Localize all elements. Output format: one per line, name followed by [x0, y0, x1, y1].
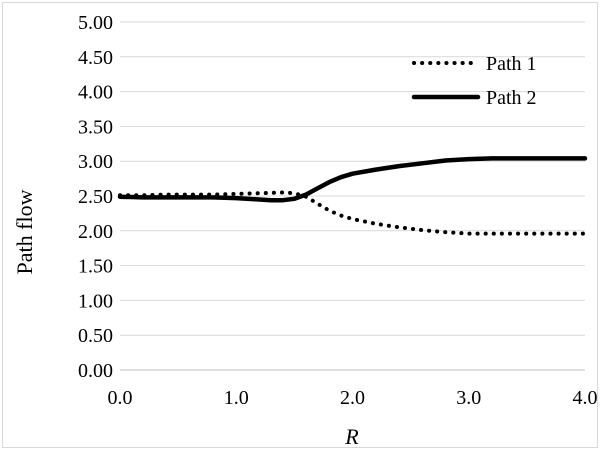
- chart-frame: [2, 2, 598, 448]
- x-tick-label: 4.0: [573, 387, 598, 409]
- series-layer: [117, 156, 588, 236]
- y-tick-label: 1.00: [78, 290, 113, 312]
- x-tick-label: 3.0: [456, 387, 481, 409]
- legend-label-path-1: Path 1: [486, 53, 537, 75]
- y-tick-label: 3.00: [78, 151, 113, 173]
- y-tick-label: 2.50: [78, 186, 113, 208]
- series-line-path-2: [117, 156, 588, 203]
- x-axis-ticks: 0.0 1.0 2.0 3.0 4.0: [108, 387, 598, 409]
- x-tick-label: 1.0: [224, 387, 249, 409]
- y-tick-label: 3.50: [78, 116, 113, 138]
- x-tick-label: 2.0: [340, 387, 365, 409]
- x-tick-label: 0.0: [108, 387, 133, 409]
- series-line-path-1: [118, 190, 587, 236]
- y-tick-label: 0.00: [78, 360, 113, 382]
- x-axis-title: R: [344, 424, 359, 449]
- y-tick-label: 4.00: [78, 82, 113, 104]
- y-tick-label: 5.00: [78, 12, 113, 34]
- legend: Path 1 Path 2: [411, 53, 537, 109]
- y-axis-title: Path flow: [12, 189, 37, 274]
- y-tick-label: 2.00: [78, 221, 113, 243]
- legend-label-path-2: Path 2: [486, 87, 537, 109]
- y-tick-label: 4.50: [78, 47, 113, 69]
- y-axis-ticks: 0.00 0.50 1.00 1.50 2.00 2.50 3.00 3.50 4.00 4.50…: [78, 12, 113, 382]
- gridlines: [120, 21, 585, 371]
- y-tick-label: 0.50: [78, 325, 113, 347]
- y-tick-label: 1.50: [78, 256, 113, 278]
